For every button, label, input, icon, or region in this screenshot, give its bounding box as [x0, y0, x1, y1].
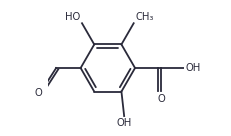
Text: O: O: [156, 94, 164, 104]
Text: OH: OH: [116, 118, 131, 128]
Text: HO: HO: [65, 12, 80, 22]
Text: O: O: [35, 88, 42, 98]
Text: OH: OH: [185, 63, 200, 73]
Text: CH₃: CH₃: [134, 12, 153, 22]
